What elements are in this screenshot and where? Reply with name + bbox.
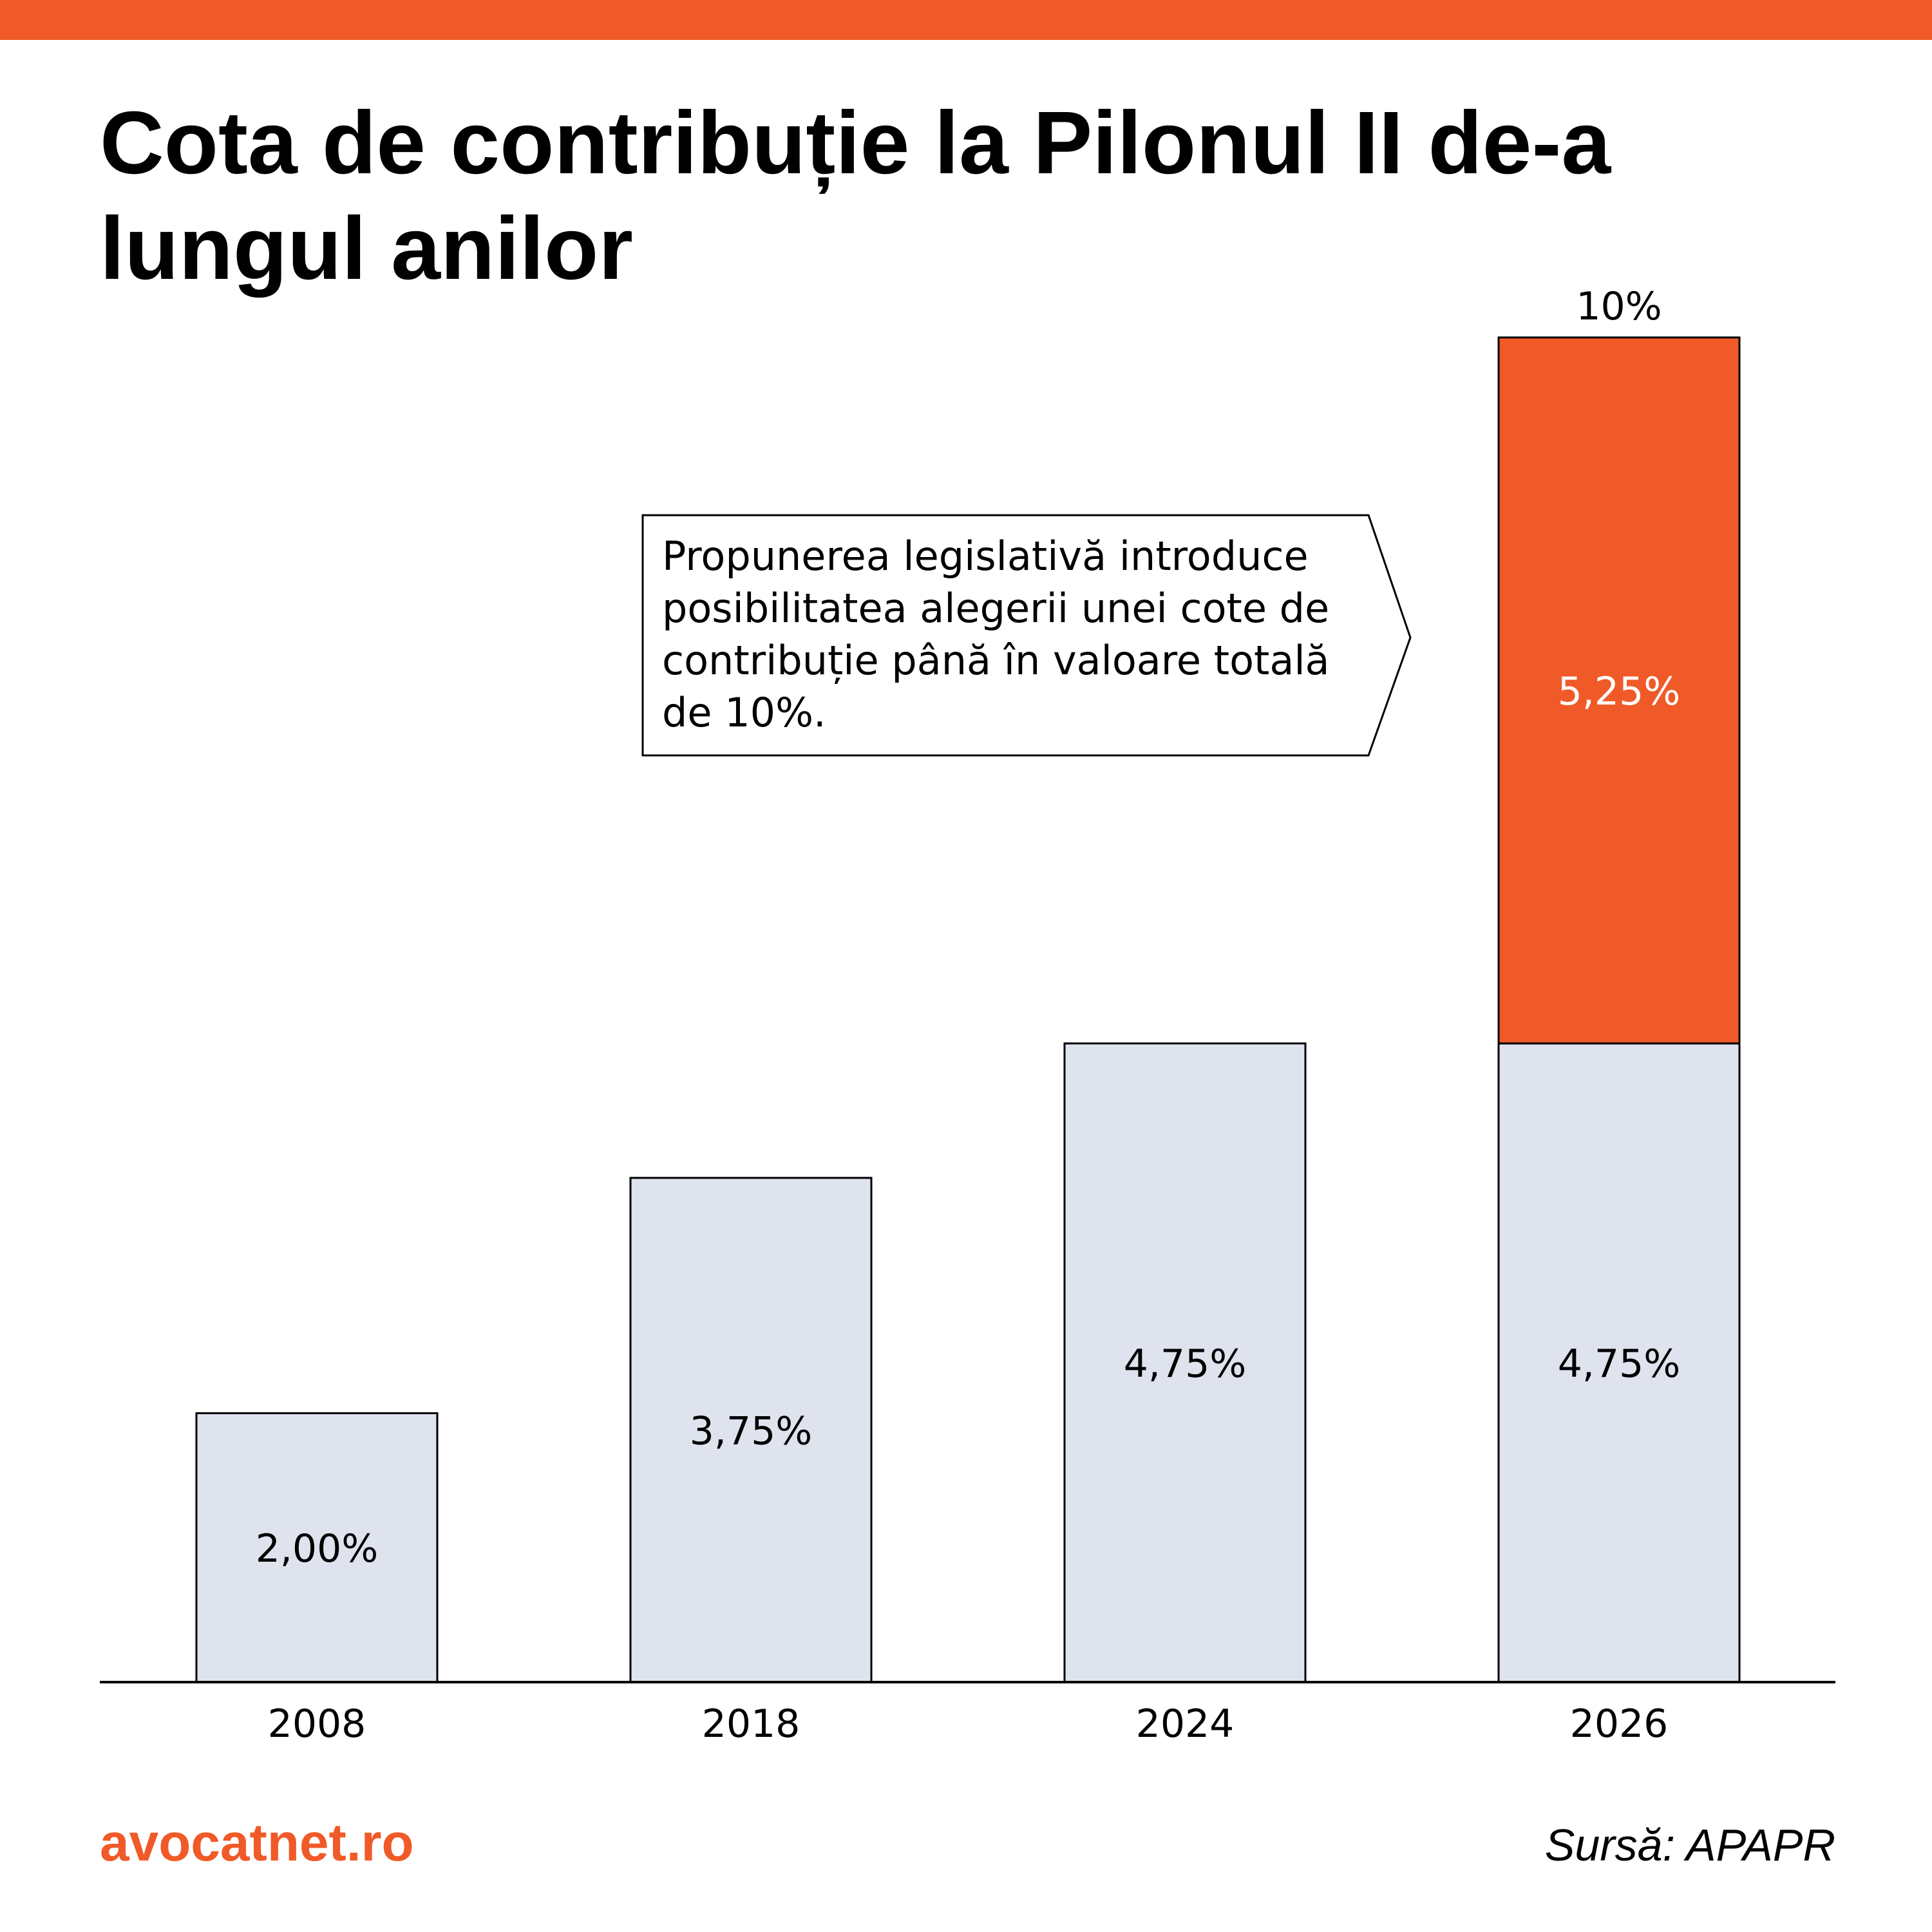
- annotation-text-line: Propunerea legislativă introduce: [662, 533, 1309, 580]
- data-label-2024-s1: 4,75%: [1124, 1341, 1247, 1387]
- annotation-callout: [641, 514, 1412, 757]
- annotation-text-line: de 10%.: [662, 689, 826, 736]
- bar-2008-s1: [195, 1412, 439, 1683]
- bar-2018-s1: [629, 1177, 873, 1683]
- data-label-2026-s2: 5,25%: [1558, 669, 1681, 714]
- brand-logo-text: avocatnet.ro: [100, 1814, 414, 1872]
- x-tick-label-2008: 2008: [268, 1701, 366, 1747]
- x-tick-label-2018: 2018: [702, 1701, 800, 1747]
- top-accent-bar: [0, 0, 1932, 40]
- x-tick-label-2024: 2024: [1136, 1701, 1235, 1747]
- annotation-text-line: posibilitatea alegerii unei cote de: [662, 585, 1329, 632]
- source-note: Sursă: APAPR: [1544, 1820, 1835, 1870]
- data-label-2018-s1: 3,75%: [690, 1409, 813, 1454]
- bar-2026-s2: [1497, 336, 1741, 1045]
- data-label-2026-s1: 4,75%: [1558, 1341, 1681, 1387]
- total-label-2026: 10%: [1576, 284, 1662, 329]
- chart-title: Cota de contribuție la Pilonul II de-a l…: [100, 93, 1611, 298]
- annotation-text-line: contribuție până în valoare totală: [662, 637, 1330, 684]
- x-tick-label-2026: 2026: [1570, 1701, 1669, 1747]
- data-label-2008-s1: 2,00%: [256, 1526, 379, 1571]
